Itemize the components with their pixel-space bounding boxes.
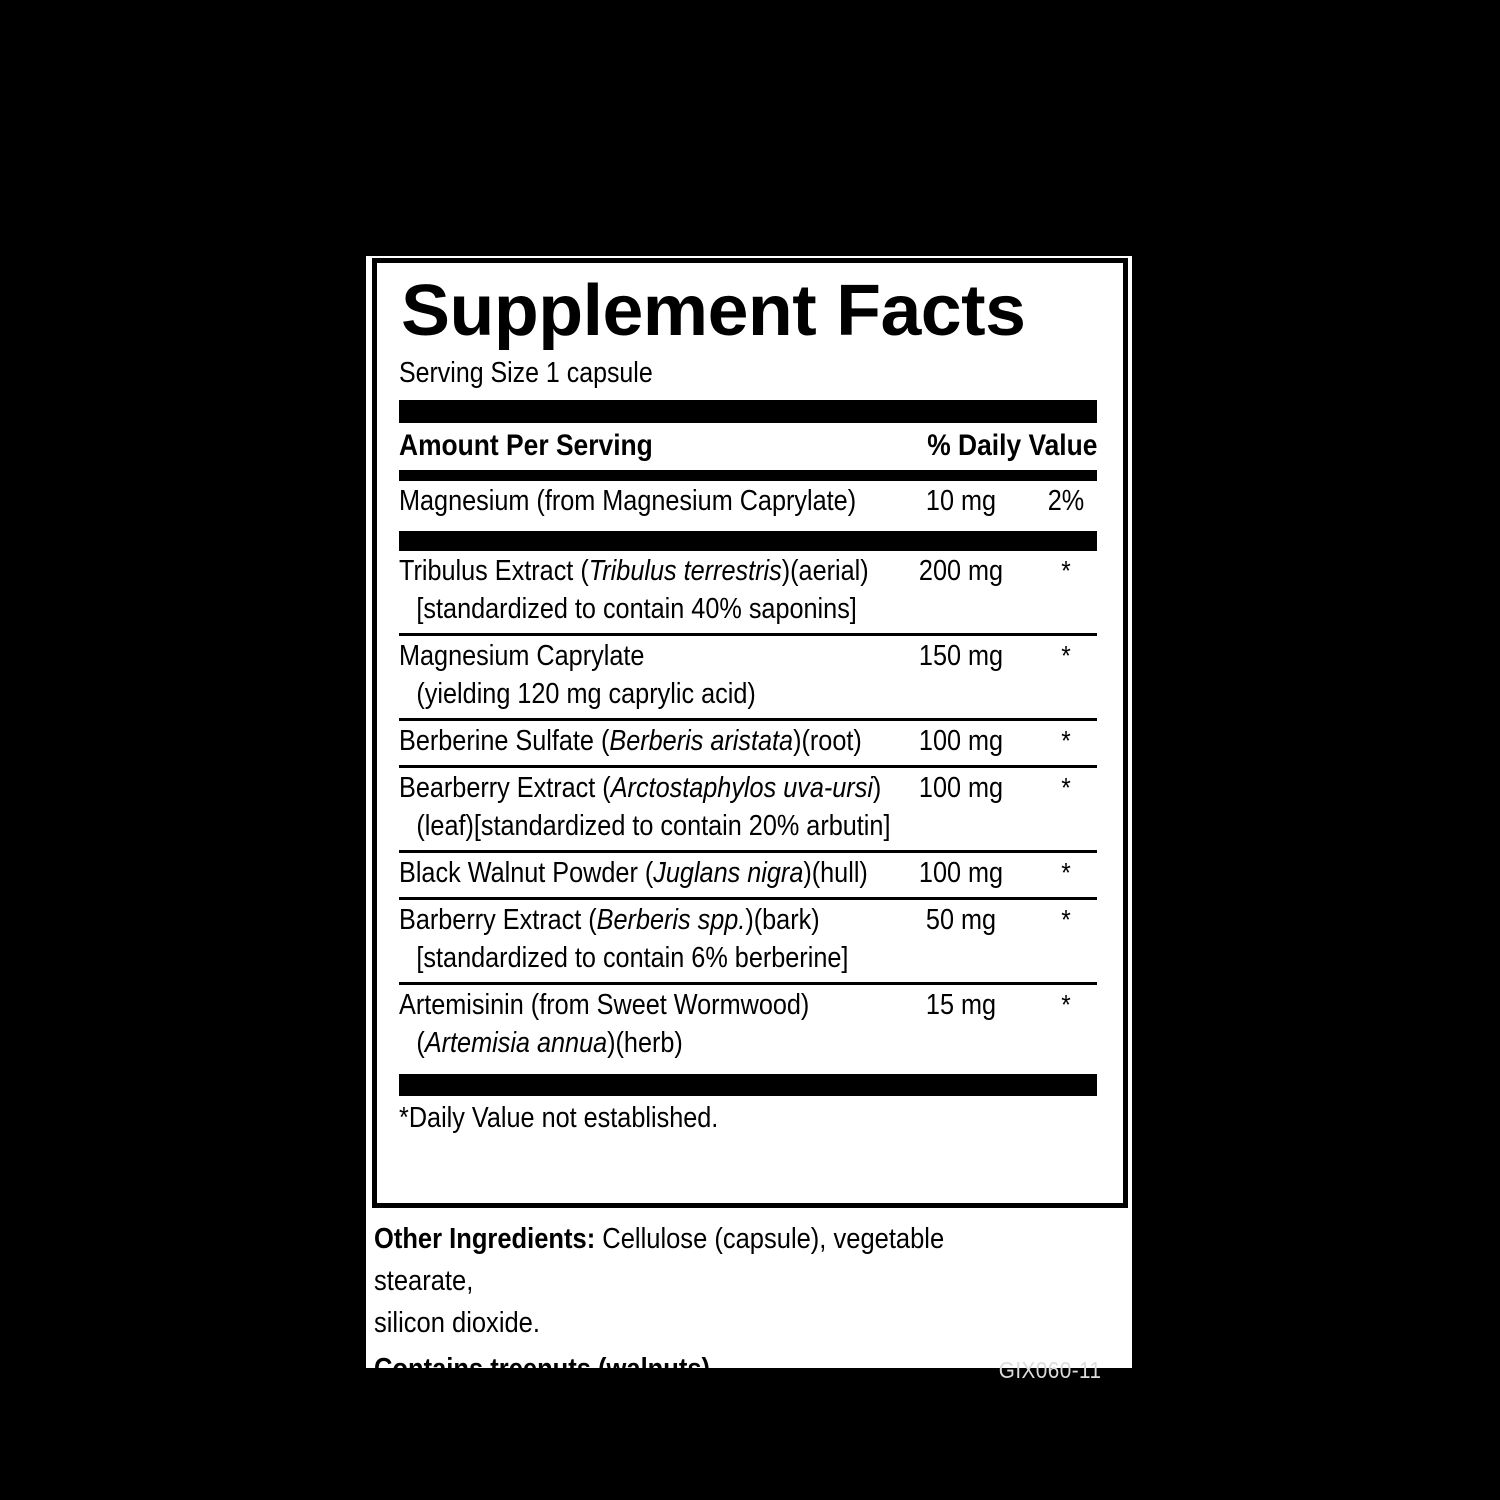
table-row: Tribulus Extract (Tribulus terrestris)(a…: [399, 551, 1097, 633]
divider-bar-bottom: [399, 1074, 1097, 1096]
row-divider: [399, 633, 1097, 636]
row-divider: [399, 982, 1097, 985]
nutrient-daily-value: *: [1061, 640, 1071, 671]
divider-bar-medium: [399, 531, 1097, 551]
table-row: Magnesium Caprylate 150 mg * (yielding 1…: [399, 636, 1097, 718]
allergen-statement: Contains treenuts (walnuts).: [374, 1353, 718, 1385]
row-divider: [399, 765, 1097, 768]
nutrient-daily-value: *: [1061, 772, 1071, 803]
table-header-row: Amount Per Serving % Daily Value: [399, 427, 1097, 465]
divider-bar-thin-header: [399, 470, 1097, 481]
table-row: Bearberry Extract (Arctostaphylos uva-ur…: [399, 768, 1097, 850]
nutrient-amount: 150 mg: [918, 640, 1004, 672]
page-title: Supplement Facts: [401, 271, 1026, 351]
nutrient-subtext: [standardized to contain 6% berberine]: [416, 942, 849, 974]
nutrient-amount: 200 mg: [918, 555, 1004, 587]
nutrient-name: Artemisinin (from Sweet Wormwood): [399, 989, 810, 1021]
row-divider: [399, 718, 1097, 721]
table-row: Artemisinin (from Sweet Wormwood) 15 mg …: [399, 985, 1097, 1067]
nutrient-daily-value: *: [1061, 989, 1071, 1020]
nutrient-amount: 10 mg: [925, 485, 997, 517]
nutrient-subtext: [standardized to contain 40% saponins]: [416, 593, 857, 625]
nutrient-daily-value: *: [1061, 725, 1071, 756]
table-row: Barberry Extract (Berberis spp.)(bark) 5…: [399, 900, 1097, 982]
nutrient-name: Black Walnut Powder (Juglans nigra)(hull…: [399, 857, 868, 889]
label-footer: Other Ingredients: Cellulose (capsule), …: [374, 1218, 1126, 1391]
nutrient-name: Barberry Extract (Berberis spp.)(bark): [399, 904, 820, 936]
table-row: Black Walnut Powder (Juglans nigra)(hull…: [399, 853, 1097, 897]
nutrient-amount: 100 mg: [918, 725, 1004, 757]
nutrient-subtext: (Artemisia annua)(herb): [416, 1027, 683, 1059]
amount-per-serving-label: Amount Per Serving: [399, 429, 653, 462]
nutrient-name: Magnesium (from Magnesium Caprylate): [399, 485, 857, 517]
nutrient-daily-value: *: [1061, 857, 1071, 888]
nutrient-name: Tribulus Extract (Tribulus terrestris)(a…: [399, 555, 869, 587]
nutrient-amount: 15 mg: [925, 989, 997, 1021]
other-ingredients-value: Cellulose (capsule), vegetable stearate,: [374, 1223, 945, 1297]
supplement-facts-box: Supplement Facts Serving Size 1 capsule …: [372, 258, 1128, 1208]
row-divider: [399, 850, 1097, 853]
row-divider: [399, 897, 1097, 900]
nutrient-name: Magnesium Caprylate: [399, 640, 645, 672]
nutrient-subtext: (yielding 120 mg caprylic acid): [416, 678, 756, 710]
serving-size-text: Serving Size 1 capsule: [399, 357, 653, 389]
other-ingredients-line-2: silicon dioxide.: [374, 1307, 540, 1339]
nutrient-amount: 100 mg: [918, 857, 1004, 889]
other-ingredients-line-1: Other Ingredients: Cellulose (capsule), …: [374, 1218, 1025, 1302]
nutrient-subtext: (leaf)[standardized to contain 20% arbut…: [416, 810, 891, 842]
table-row: Magnesium (from Magnesium Caprylate) 10 …: [399, 481, 1097, 525]
nutrient-amount: 50 mg: [925, 904, 997, 936]
nutrient-daily-value: *: [1061, 555, 1071, 586]
other-ingredients-label: Other Ingredients:: [374, 1223, 596, 1255]
nutrient-daily-value: *: [1061, 904, 1071, 935]
daily-value-label: % Daily Value: [926, 429, 1097, 462]
nutrient-name: Berberine Sulfate (Berberis aristata)(ro…: [399, 725, 862, 757]
table-row: Berberine Sulfate (Berberis aristata)(ro…: [399, 721, 1097, 765]
nutrient-daily-value: 2%: [1047, 485, 1085, 517]
daily-value-footnote: *Daily Value not established.: [399, 1102, 719, 1134]
nutrient-name: Bearberry Extract (Arctostaphylos uva-ur…: [399, 772, 882, 804]
divider-bar-thick-top: [399, 400, 1097, 423]
nutrient-amount: 100 mg: [918, 772, 1004, 804]
product-code: GIX060-11: [998, 1357, 1102, 1383]
supplement-label-panel: Supplement Facts Serving Size 1 capsule …: [366, 256, 1132, 1385]
allergen-row: Contains treenuts (walnuts). GIX060-11: [374, 1348, 1114, 1391]
